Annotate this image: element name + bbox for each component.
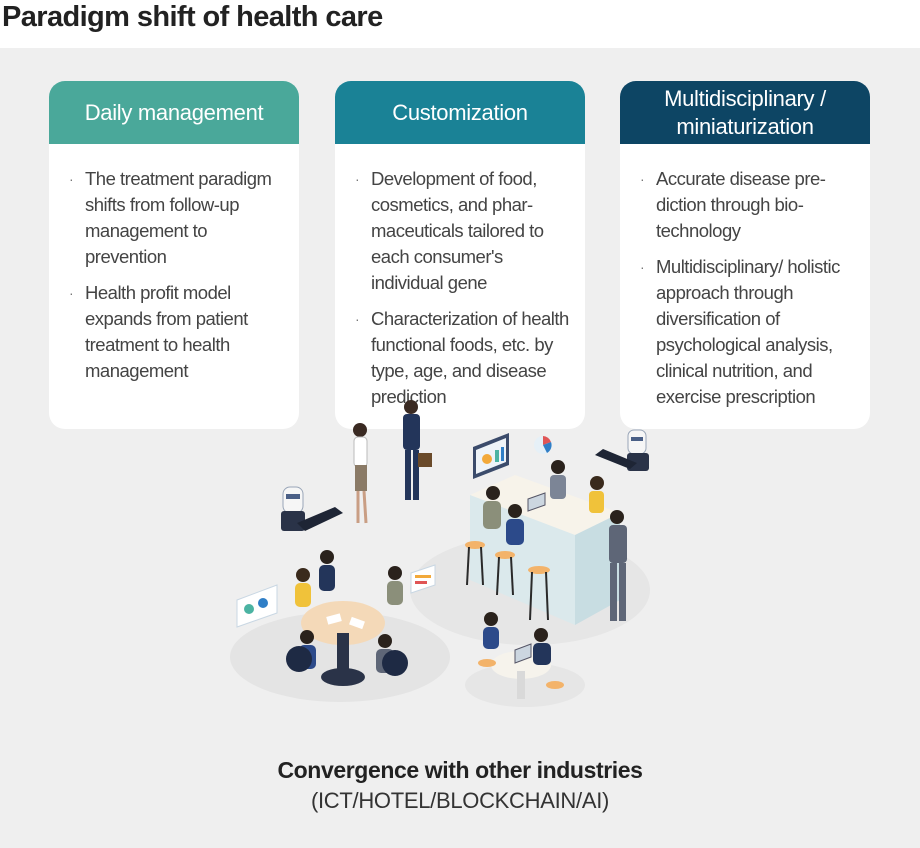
meeting-table-icon <box>301 601 385 686</box>
list-item-text: Health profit model expands from patient… <box>85 282 248 381</box>
card-header-label: Customization <box>392 99 528 125</box>
list-item: · Multidisciplinary/ holistic approach th… <box>640 254 862 410</box>
list-item-text: Multidisciplinary/ holistic approach thr… <box>656 256 840 407</box>
list-item: · Accurate disease pre-diction through bi… <box>640 166 862 244</box>
page-title: Paradigm shift of health care <box>2 1 383 33</box>
bullet-dot: · <box>355 171 360 187</box>
list-item: · Characterization of health functional f… <box>355 306 577 410</box>
bullet-dot: · <box>69 285 74 301</box>
card-header-label: Multidisciplinary / miniaturization <box>664 85 826 139</box>
card-customization: Customization · Development of food, cosm… <box>335 81 585 429</box>
caption-subtitle: (ICT/HOTEL/BLOCKCHAIN/AI) <box>310 788 610 813</box>
card-bullet-list: · The treatment paradigm shifts from foll… <box>49 144 299 384</box>
people-at-counter-icon <box>483 460 627 621</box>
floating-chart-icon <box>236 564 436 628</box>
people-handshake-icon <box>353 400 432 524</box>
card-daily-management: Daily management · The treatment paradigm… <box>49 81 299 429</box>
bullet-dot: · <box>640 171 645 187</box>
list-item: · Development of food, cosmetics, and pha… <box>355 166 577 296</box>
list-item-text: The treatment paradigm shifts from follo… <box>85 168 272 267</box>
card-header-label: Daily management <box>84 99 264 125</box>
card-bullet-list: · Accurate disease pre-diction through bi… <box>620 144 870 410</box>
people-meeting-icon <box>286 550 408 676</box>
laptop-table-icon <box>478 612 564 699</box>
list-item: · The treatment paradigm shifts from foll… <box>69 166 291 270</box>
card-header: Multidisciplinary / miniaturization <box>620 81 870 144</box>
bar-stools <box>465 541 550 621</box>
card-header: Customization <box>335 81 585 144</box>
bullet-dot: · <box>355 311 360 327</box>
list-item: · Health profit model expands from patien… <box>69 280 291 384</box>
bullet-dot: · <box>69 171 74 187</box>
robot-icon <box>595 429 649 471</box>
office-illustration <box>230 400 650 707</box>
list-item-text: Characterization of health functional fo… <box>371 308 569 407</box>
robot-icon <box>281 486 343 531</box>
card-multidisciplinary: Multidisciplinary / miniaturization · Acc… <box>620 81 870 429</box>
caption-title: Convergence with other industries <box>277 757 643 783</box>
list-item-text: Accurate disease pre-diction through bio… <box>656 168 826 241</box>
card-header: Daily management <box>49 81 299 144</box>
card-bullet-list: · Development of food, cosmetics, and pha… <box>335 144 585 410</box>
bullet-dot: · <box>640 259 645 275</box>
list-item-text: Development of food, cosmetics, and phar… <box>371 168 544 293</box>
dashboard-screen-icon <box>473 433 552 479</box>
